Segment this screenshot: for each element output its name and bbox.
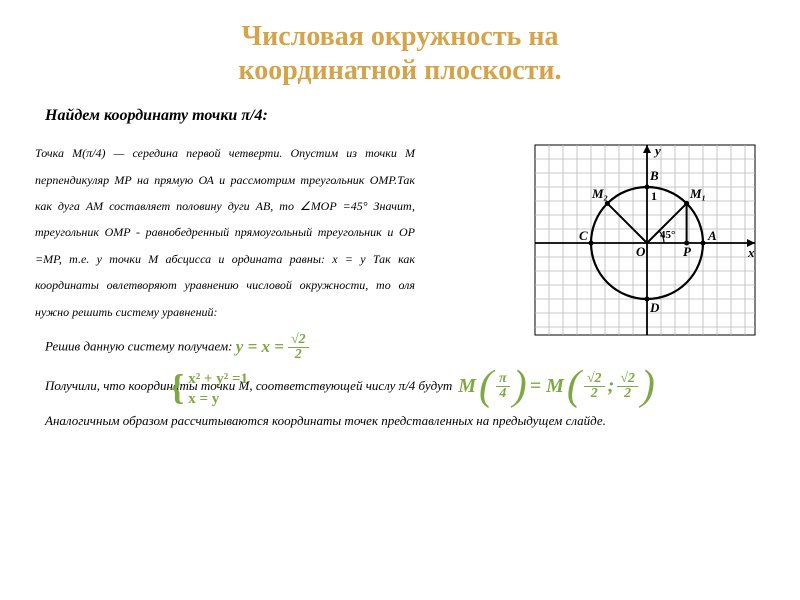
label-M1: M₁ bbox=[689, 186, 706, 201]
label-O: O bbox=[636, 244, 646, 259]
solution-equation: y = x = √2 2 bbox=[236, 333, 309, 362]
result-line: Получили, что координаты точки М, соотве… bbox=[45, 372, 800, 401]
label-x: x bbox=[747, 245, 755, 260]
label-B: B bbox=[649, 168, 659, 183]
body-paragraph: Точка М(π/4) — середина первой четверти.… bbox=[35, 140, 415, 325]
eq-line1: x² + y² =1 bbox=[188, 370, 248, 390]
label-D: D bbox=[649, 300, 660, 315]
brace-icon: { bbox=[170, 373, 184, 402]
title-line2: координатной плоскости. bbox=[0, 54, 800, 88]
title-line1: Числовая окружность на bbox=[0, 20, 800, 54]
label-P: P bbox=[683, 244, 692, 259]
label-y: y bbox=[653, 143, 661, 158]
solution-prefix: Решив данную систему получаем: bbox=[45, 338, 233, 353]
label-angle: 45° bbox=[660, 229, 675, 241]
eq-line2: x = y bbox=[188, 390, 248, 410]
label-M2: M₂ bbox=[591, 186, 608, 201]
label-A: A bbox=[707, 228, 717, 243]
unit-circle-diagram: M₁ M₂ B A C D O P x y 1 45° bbox=[530, 140, 760, 345]
result-prefix: Получили, что координаты точки М, соотве… bbox=[45, 378, 452, 394]
equation-system: { x² + y² =1 x = y bbox=[170, 370, 248, 409]
subtitle: Найдем координату точки π/4: bbox=[45, 107, 800, 125]
fraction: √2 2 bbox=[288, 333, 309, 362]
label-one: 1 bbox=[651, 189, 657, 203]
result-equation: M ( π4 ) = M ( √22 ; √22 ) bbox=[458, 372, 655, 401]
page-title: Числовая окружность на координатной плос… bbox=[0, 0, 800, 87]
content-area: Точка М(π/4) — середина первой четверти.… bbox=[0, 140, 800, 325]
label-C: C bbox=[579, 228, 588, 243]
footer-text: Аналогичным образом рассчитываются коорд… bbox=[45, 413, 800, 429]
